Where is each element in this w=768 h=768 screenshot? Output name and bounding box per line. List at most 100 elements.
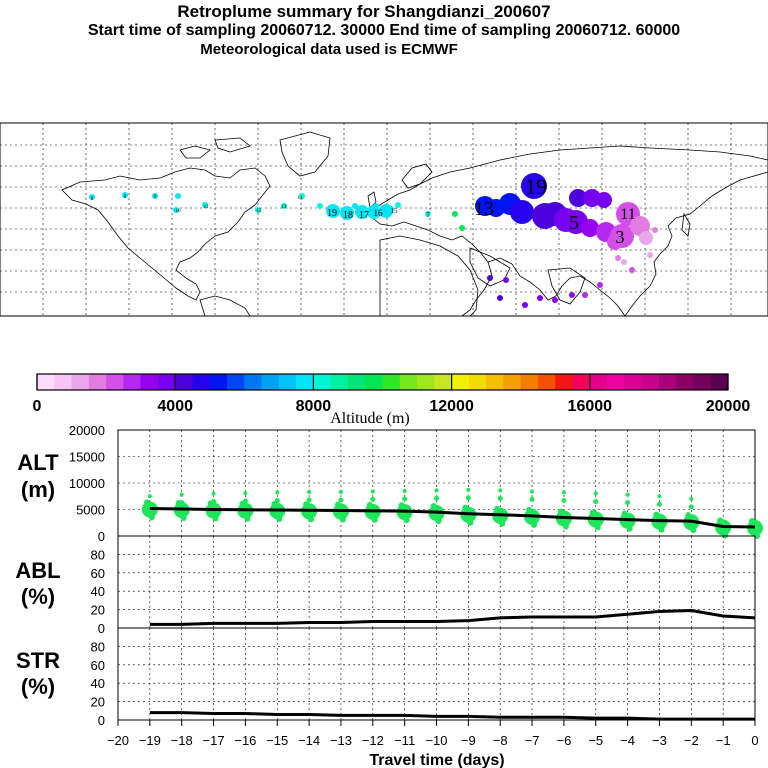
- colorbar-cell: [555, 374, 573, 390]
- alt-particle: [366, 501, 373, 508]
- alt-particle: [303, 501, 310, 508]
- colorbar-cell: [106, 374, 124, 390]
- colorbar-cell: [503, 374, 522, 390]
- alt-particle: [561, 497, 567, 503]
- alt-particle: [147, 494, 152, 499]
- map-particle: [537, 295, 543, 301]
- alt-particle: [722, 532, 729, 539]
- alt-particle: [658, 526, 665, 533]
- colorbar-cell: [37, 374, 55, 390]
- x-tick-label: −7: [525, 733, 540, 748]
- map-particle: [503, 277, 509, 283]
- map-particle: [459, 225, 465, 231]
- map-particle: [367, 205, 381, 219]
- alt-particle: [242, 498, 248, 504]
- y-tick-label: 80: [91, 547, 105, 562]
- colorbar-cell: [537, 374, 556, 390]
- alt-particle: [621, 510, 628, 517]
- alt-particle: [462, 504, 469, 511]
- alt-particle: [307, 490, 312, 495]
- alt-cluster: [747, 519, 763, 536]
- map-particle: [510, 200, 534, 224]
- alt-particle: [338, 490, 343, 495]
- alt-particle: [529, 496, 535, 502]
- colorbar-cell: [589, 374, 608, 390]
- colorbar-cell: [382, 374, 401, 390]
- alt-particle: [625, 500, 631, 506]
- x-tick-label: −3: [652, 733, 667, 748]
- panel-ylabel-unit: (%): [21, 674, 55, 699]
- x-tick-label: −19: [139, 733, 161, 748]
- alt-particle: [370, 489, 375, 494]
- y-tick-label: 20: [91, 695, 105, 710]
- map-particle: [317, 203, 323, 209]
- x-tick-label: −17: [203, 733, 225, 748]
- colorbar-cell: [710, 374, 729, 390]
- y-tick-label: 20000: [69, 423, 105, 438]
- alt-particle: [557, 508, 564, 515]
- colorbar-cell: [693, 374, 712, 390]
- colorbar-cell: [140, 374, 159, 390]
- colorbar-cell: [192, 374, 211, 390]
- map-particle: [122, 192, 128, 198]
- alt-particle: [494, 505, 501, 512]
- x-tick-label: −10: [425, 733, 447, 748]
- y-tick-label: 20: [91, 603, 105, 618]
- x-tick-label: −8: [493, 733, 508, 748]
- sampling-times: Start time of sampling 20060712. 30000 E…: [87, 22, 681, 39]
- alt-particle: [625, 492, 630, 497]
- panel-ylabel-unit: (m): [21, 477, 55, 502]
- map-particle: [597, 282, 603, 288]
- alt-particle: [147, 501, 153, 507]
- map-particle: [652, 227, 658, 233]
- alt-particle: [530, 489, 535, 494]
- map-day-label: 15: [391, 207, 399, 215]
- alt-particle: [274, 497, 280, 503]
- alt-particle: [690, 527, 697, 534]
- map-particle: [379, 204, 393, 218]
- map-particle: [569, 292, 575, 298]
- colorbar-cell: [417, 374, 435, 390]
- map-day-label: 11: [204, 205, 209, 210]
- map-day-label: 19: [525, 174, 547, 199]
- map-particle: [581, 219, 599, 237]
- colorbar-cell: [71, 374, 90, 390]
- colorbar-cell: [123, 374, 142, 390]
- alt-particle: [334, 501, 341, 508]
- map-particle: [281, 203, 287, 209]
- alt-particle: [656, 501, 662, 507]
- x-tick-label: −6: [556, 733, 571, 748]
- x-tick-label: −5: [588, 733, 603, 748]
- x-tick-label: −15: [266, 733, 288, 748]
- alt-particle: [179, 492, 184, 497]
- map-particle: [647, 252, 653, 258]
- map-particle: [487, 275, 493, 281]
- map-day-label: 10: [176, 209, 182, 214]
- chart-title: Retroplume summary for Shangdianzi_20060…: [177, 2, 551, 21]
- alt-particle: [148, 514, 155, 521]
- map-particle: [202, 202, 208, 208]
- map-day-label: 19: [327, 208, 337, 219]
- map-day-label: 17: [359, 210, 369, 221]
- alt-particle: [211, 499, 217, 505]
- map-particle: [615, 255, 621, 261]
- alt-particle: [685, 512, 692, 519]
- y-tick-label: 60: [91, 658, 105, 673]
- map-particle: [629, 267, 635, 273]
- colorbar-cell: [365, 374, 383, 390]
- map-particle: [340, 206, 354, 220]
- panel-ylabel-unit: (%): [21, 584, 55, 609]
- map-day-label: 12: [257, 209, 263, 214]
- x-tick-label: −2: [684, 733, 699, 748]
- x-axis: −20 −19 −18 −17 −16 −15 −14 −13 −12 −11 −10 −9 −8 −7−…: [107, 720, 759, 768]
- alt-particle: [498, 488, 503, 493]
- alt-particle: [370, 496, 376, 502]
- colorbar-cell: [209, 374, 228, 390]
- map-day-label: 5: [569, 212, 579, 234]
- map-particle: [395, 202, 401, 208]
- alt-particle: [402, 488, 407, 493]
- x-tick-label: −11: [394, 733, 415, 748]
- y-tick-label: 80: [91, 639, 105, 654]
- alt-particle: [430, 503, 437, 510]
- alt-particle: [398, 502, 405, 509]
